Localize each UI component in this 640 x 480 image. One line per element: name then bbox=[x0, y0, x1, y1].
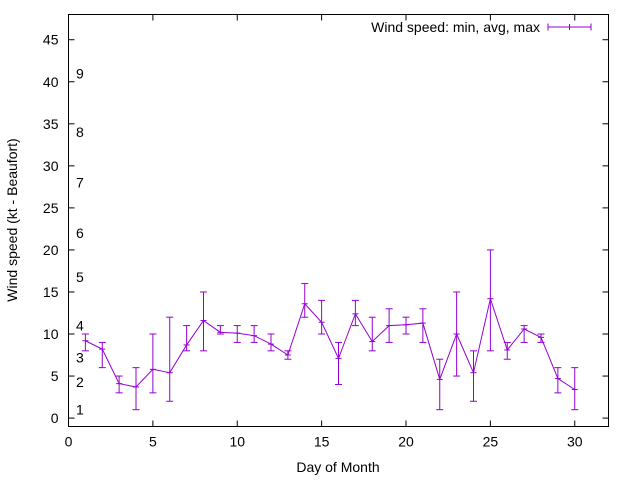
y-tick-label: 30 bbox=[43, 158, 59, 174]
beaufort-label: 3 bbox=[76, 350, 84, 366]
beaufort-label: 2 bbox=[76, 374, 84, 390]
x-tick-label: 20 bbox=[398, 434, 414, 450]
y-tick-label: 10 bbox=[43, 326, 59, 342]
beaufort-label: 1 bbox=[76, 402, 84, 418]
legend: Wind speed: min, avg, max bbox=[371, 19, 592, 35]
y-axis-title: Wind speed (kt - Beaufort) bbox=[4, 138, 20, 301]
x-tick-label: 0 bbox=[65, 434, 73, 450]
y-tick-label: 25 bbox=[43, 200, 59, 216]
beaufort-label: 5 bbox=[76, 269, 84, 285]
legend-sample bbox=[547, 23, 592, 31]
y-tick-label: 5 bbox=[51, 368, 59, 384]
beaufort-label: 6 bbox=[76, 225, 84, 241]
y-tick-label: 20 bbox=[43, 242, 59, 258]
x-tick-label: 5 bbox=[149, 434, 157, 450]
beaufort-label: 4 bbox=[76, 318, 84, 334]
beaufort-scale-labels: 1 2 3 4 5 6 7 8 9 bbox=[76, 65, 84, 417]
legend-label: Wind speed: min, avg, max bbox=[371, 19, 540, 35]
y-tick-label: 15 bbox=[43, 284, 59, 300]
x-tick-label: 25 bbox=[483, 434, 499, 450]
beaufort-label: 9 bbox=[76, 65, 84, 81]
beaufort-label: 7 bbox=[76, 175, 84, 191]
series-wind-speed bbox=[81, 249, 579, 411]
beaufort-label: 8 bbox=[76, 124, 84, 140]
y-tick-label: 45 bbox=[43, 32, 59, 48]
x-axis-title: Day of Month bbox=[296, 459, 379, 475]
x-tick-label: 30 bbox=[567, 434, 583, 450]
y-tick-label: 0 bbox=[51, 410, 59, 426]
plot-frame bbox=[68, 14, 609, 427]
series-line bbox=[85, 296, 576, 390]
x-tick-label: 10 bbox=[229, 434, 245, 450]
x-axis: 0 5 10 15 20 25 30 bbox=[65, 14, 583, 450]
x-tick-label: 15 bbox=[314, 434, 330, 450]
y-tick-label: 35 bbox=[43, 116, 59, 132]
y-tick-label: 40 bbox=[43, 74, 59, 90]
